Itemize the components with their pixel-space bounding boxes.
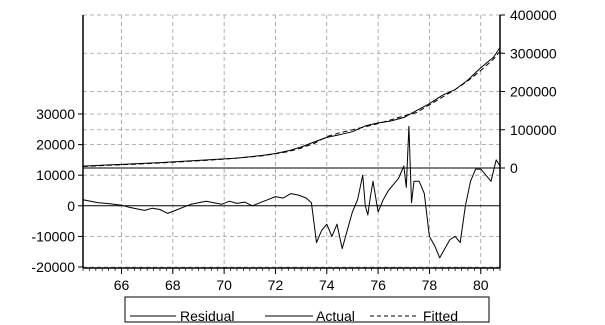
x-tick-label: 70 xyxy=(216,277,232,293)
series-line-fitted xyxy=(82,50,501,167)
legend-label-actual: Actual xyxy=(316,308,355,324)
x-tick-label: 66 xyxy=(114,277,130,293)
legend-label-residual: Residual xyxy=(180,308,234,324)
right-tick-label: 200000 xyxy=(510,84,557,100)
left-tick-label: 10000 xyxy=(36,167,75,183)
left-tick-label: 20000 xyxy=(36,137,75,153)
right-tick-label: 300000 xyxy=(510,45,557,61)
left-tick-label: 0 xyxy=(67,198,75,214)
legend-box xyxy=(124,296,490,323)
x-tick-label: 80 xyxy=(473,277,489,293)
left-tick-label: -20000 xyxy=(31,259,75,275)
x-tick-label: 72 xyxy=(268,277,284,293)
x-tick-label: 78 xyxy=(422,277,438,293)
series-line-actual xyxy=(82,47,501,167)
left-tick-label: 30000 xyxy=(36,106,75,122)
x-tick-label: 74 xyxy=(319,277,335,293)
x-tick-label: 68 xyxy=(165,277,181,293)
right-tick-label: 100000 xyxy=(510,122,557,138)
x-tick-label: 76 xyxy=(370,277,386,293)
series-line-residual xyxy=(82,125,501,259)
right-tick-label: 0 xyxy=(510,160,518,176)
axis-layer: 66 68 70 72 74 76 78 80 -20000 -10000 0 10000 20000 3… xyxy=(31,7,557,293)
left-tick-label: -10000 xyxy=(31,228,75,244)
legend-label-fitted: Fitted xyxy=(423,308,458,324)
right-tick-label: 400000 xyxy=(510,7,557,23)
legend: Residual Actual Fitted xyxy=(124,296,490,324)
grid-layer xyxy=(83,14,500,268)
series-layer xyxy=(82,47,501,259)
